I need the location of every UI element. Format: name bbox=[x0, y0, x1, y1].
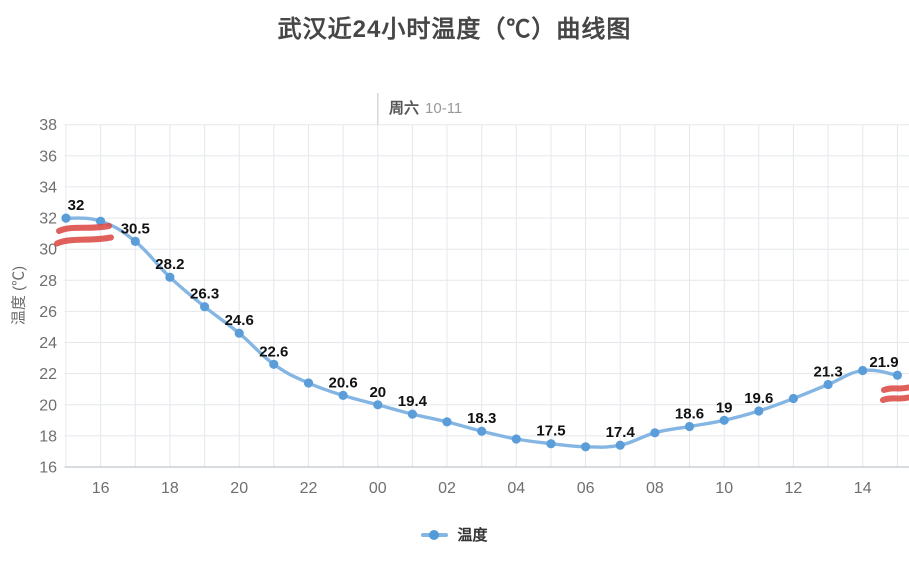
data-point-01[interactable] bbox=[407, 409, 417, 419]
x-tick-label: 10 bbox=[715, 480, 733, 497]
red-scribble-left bbox=[54, 234, 114, 247]
data-point-06[interactable] bbox=[581, 442, 591, 452]
date-label: 10-11 bbox=[425, 100, 463, 117]
weekday-label: 周六 bbox=[389, 100, 420, 117]
y-tick-label: 16 bbox=[39, 460, 57, 477]
y-tick-label: 28 bbox=[39, 273, 57, 290]
chart-title: 武汉近24小时温度（℃）曲线图 bbox=[277, 16, 632, 43]
data-point-00[interactable] bbox=[373, 400, 383, 410]
data-point-04[interactable] bbox=[511, 434, 521, 444]
y-tick-label: 34 bbox=[39, 179, 57, 196]
data-label: 19.4 bbox=[398, 393, 428, 410]
y-axis-title: 温度 (℃) bbox=[10, 265, 28, 326]
data-point-15[interactable] bbox=[61, 213, 71, 223]
data-label: 18.3 bbox=[467, 410, 496, 427]
y-tick-label: 18 bbox=[39, 428, 57, 445]
data-point-12[interactable] bbox=[788, 393, 799, 404]
data-point-20[interactable] bbox=[234, 328, 244, 338]
data-label: 21.9 bbox=[869, 354, 898, 371]
x-tick-label: 16 bbox=[92, 480, 110, 497]
y-tick-label: 38 bbox=[39, 117, 57, 134]
x-tick-label: 00 bbox=[369, 480, 387, 497]
y-tick-label: 20 bbox=[39, 397, 57, 414]
red-scribble-right bbox=[880, 394, 909, 403]
x-tick-label: 06 bbox=[577, 480, 595, 497]
data-point-10[interactable] bbox=[719, 415, 729, 425]
data-label: 22.6 bbox=[259, 343, 288, 360]
data-point-02[interactable] bbox=[442, 417, 452, 427]
data-point-05[interactable] bbox=[546, 439, 556, 449]
data-point-18[interactable] bbox=[165, 272, 175, 282]
data-point-03[interactable] bbox=[477, 426, 487, 436]
x-tick-label: 02 bbox=[438, 480, 456, 497]
y-tick-label: 32 bbox=[39, 211, 57, 228]
data-label: 32 bbox=[68, 197, 85, 214]
data-label: 30.5 bbox=[121, 220, 150, 237]
red-scribble-left bbox=[56, 223, 112, 234]
x-tick-label: 08 bbox=[646, 480, 664, 497]
day-separator-label: 周六 10-11 bbox=[389, 97, 462, 118]
x-tick-label: 20 bbox=[230, 480, 248, 497]
y-tick-label: 22 bbox=[39, 366, 57, 383]
data-label: 20.6 bbox=[328, 374, 357, 391]
data-label: 21.3 bbox=[813, 364, 842, 381]
data-point-13[interactable] bbox=[823, 379, 833, 390]
data-point-22[interactable] bbox=[303, 378, 314, 388]
data-label: 18.6 bbox=[675, 406, 704, 423]
data-point-21[interactable] bbox=[269, 359, 279, 369]
data-label: 28.2 bbox=[155, 256, 184, 273]
data-label: 19 bbox=[716, 399, 733, 416]
data-label: 19.6 bbox=[744, 390, 773, 407]
data-point-14[interactable] bbox=[858, 365, 868, 376]
y-tick-label: 36 bbox=[39, 148, 57, 165]
x-tick-label: 14 bbox=[854, 480, 872, 497]
data-point-08[interactable] bbox=[650, 428, 660, 438]
data-point-23[interactable] bbox=[338, 390, 348, 400]
data-point-09[interactable] bbox=[684, 421, 695, 432]
data-point-15[interactable] bbox=[892, 370, 903, 380]
x-tick-label: 22 bbox=[300, 480, 318, 497]
data-label: 17.4 bbox=[606, 424, 636, 441]
data-label: 26.3 bbox=[190, 286, 219, 303]
data-point-11[interactable] bbox=[754, 406, 764, 416]
y-tick-label: 30 bbox=[39, 242, 57, 259]
legend-line-dot-marker bbox=[421, 528, 449, 542]
data-point-19[interactable] bbox=[200, 302, 210, 312]
legend-item-temperature[interactable]: 温度 bbox=[0, 524, 909, 545]
y-tick-label: 24 bbox=[39, 335, 57, 352]
data-point-07[interactable] bbox=[615, 440, 625, 450]
data-label: 17.5 bbox=[536, 423, 565, 440]
data-point-16[interactable] bbox=[96, 216, 106, 226]
data-point-17[interactable] bbox=[130, 236, 140, 246]
x-tick-label: 04 bbox=[507, 480, 525, 497]
red-scribble-right bbox=[881, 384, 909, 393]
data-label: 20 bbox=[369, 384, 386, 401]
x-tick-label: 12 bbox=[785, 480, 803, 497]
legend-series-label: 温度 bbox=[457, 527, 488, 544]
data-label: 24.6 bbox=[225, 312, 254, 329]
y-tick-label: 26 bbox=[39, 304, 57, 321]
x-tick-label: 18 bbox=[161, 480, 179, 497]
